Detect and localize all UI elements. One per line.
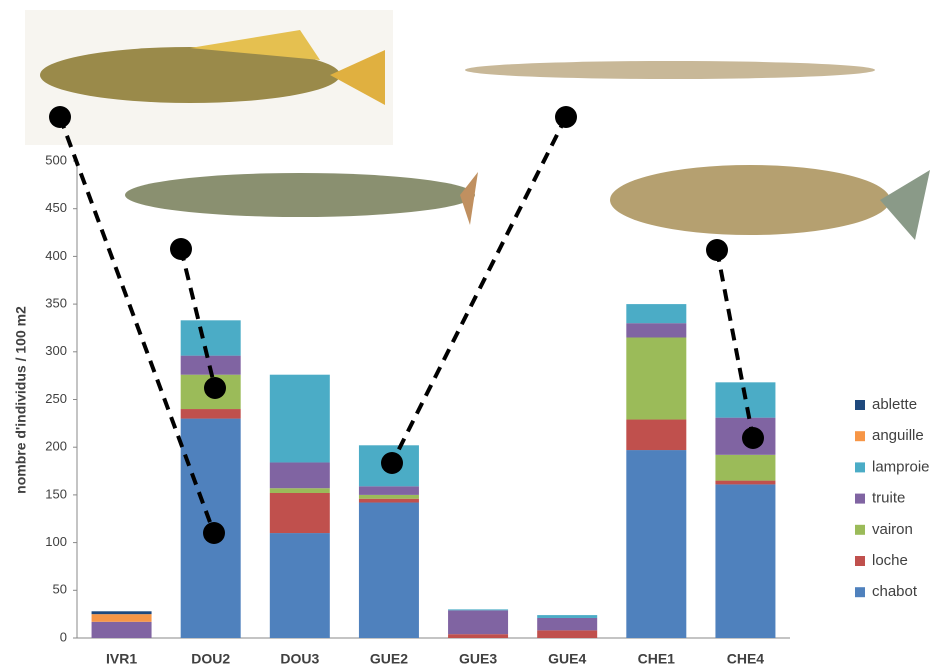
bar-segment: [358, 486, 419, 495]
bar-segment: [269, 462, 330, 489]
y-tick-label: 100: [45, 534, 67, 549]
legend-label: lamproie: [872, 458, 930, 475]
legend-swatch: [855, 587, 865, 598]
y-tick-label: 400: [45, 248, 67, 263]
bar-segment: [626, 323, 687, 338]
x-tick-label: DOU3: [280, 651, 319, 667]
chabot-tail: [330, 50, 385, 105]
bar-segment: [448, 610, 509, 635]
bar-segment: [91, 621, 152, 638]
bar-segment: [715, 484, 776, 638]
y-tick-label: 300: [45, 343, 67, 358]
legend-swatch: [855, 400, 865, 410]
legend-swatch: [855, 462, 865, 473]
bar-segment: [358, 494, 419, 499]
pointer-dot: [170, 238, 192, 260]
bar-segment: [537, 617, 598, 631]
pointer-line: [390, 116, 568, 464]
legend-label: loche: [872, 552, 908, 569]
chabot-fin: [190, 30, 320, 60]
bar-segment: [358, 498, 419, 503]
x-tick-label: DOU2: [191, 651, 230, 667]
pointer-dot: [742, 427, 764, 449]
legend-label: anguille: [872, 427, 924, 444]
y-tick-label: 150: [45, 486, 67, 501]
bar-segment: [626, 450, 687, 638]
pointer-dot: [706, 239, 728, 261]
pointer-line: [715, 249, 755, 439]
truite-fish: [610, 165, 890, 235]
bar-segment: [269, 533, 330, 638]
bar-segment: [626, 304, 687, 324]
y-tick-label: 200: [45, 439, 67, 454]
pointer-dot: [381, 452, 403, 474]
x-tick-label: CHE4: [727, 651, 765, 667]
bar-segment: [180, 355, 241, 375]
truite-tail: [880, 170, 930, 240]
legend-label: ablette: [872, 396, 917, 413]
pointers: [58, 116, 755, 534]
y-tick-label: 350: [45, 296, 67, 311]
chabot-fish: [40, 47, 340, 103]
pointer-dot: [203, 522, 225, 544]
bar-segment: [180, 320, 241, 356]
bar-segment: [626, 419, 687, 451]
y-tick-label: 450: [45, 200, 67, 215]
legend-label: truite: [872, 490, 905, 507]
legend-swatch: [855, 493, 865, 504]
bar-segment: [269, 488, 330, 493]
pointer-dot: [204, 377, 226, 399]
bar-segment: [448, 609, 509, 611]
pointer-dot: [555, 106, 577, 128]
bar-segment: [180, 409, 241, 419]
legend-swatch: [855, 524, 865, 535]
y-tick-label: 500: [45, 152, 67, 167]
bar-segment: [715, 454, 776, 481]
lamproie-fish: [465, 61, 875, 79]
bar-segment: [91, 614, 152, 622]
bar-segment: [269, 492, 330, 534]
y-tick-label: 0: [60, 629, 67, 644]
pointer-line: [58, 116, 216, 534]
bar-segment: [91, 611, 152, 615]
bar-segment: [358, 502, 419, 638]
y-tick-label: 250: [45, 391, 67, 406]
legend-label: vairon: [872, 521, 913, 538]
fish-illustrations: [25, 10, 930, 240]
bar-segment: [537, 615, 598, 618]
x-tick-label: GUE4: [548, 651, 586, 667]
x-tick-label: CHE1: [638, 651, 676, 667]
pointer-dots: [49, 106, 764, 544]
y-tick-label: 50: [53, 582, 67, 597]
bar-segment: [448, 634, 509, 638]
y-axis-label: nombre d'individus / 100 m2: [13, 306, 29, 494]
bar-segment: [715, 480, 776, 485]
x-tick-label: IVR1: [106, 651, 137, 667]
bar-segment: [715, 382, 776, 418]
legend-swatch: [855, 431, 865, 442]
bar-segment: [626, 337, 687, 420]
x-tick-label: GUE3: [459, 651, 497, 667]
legend-swatch: [855, 556, 865, 566]
vairon-fish: [125, 173, 475, 217]
pointer-dot: [49, 106, 71, 128]
vairon-tail: [460, 172, 478, 225]
bar-segment: [269, 374, 330, 463]
legend-label: chabot: [872, 583, 918, 600]
pointer-line: [179, 248, 217, 389]
x-tick-label: GUE2: [370, 651, 408, 667]
bar-segment: [537, 630, 598, 638]
